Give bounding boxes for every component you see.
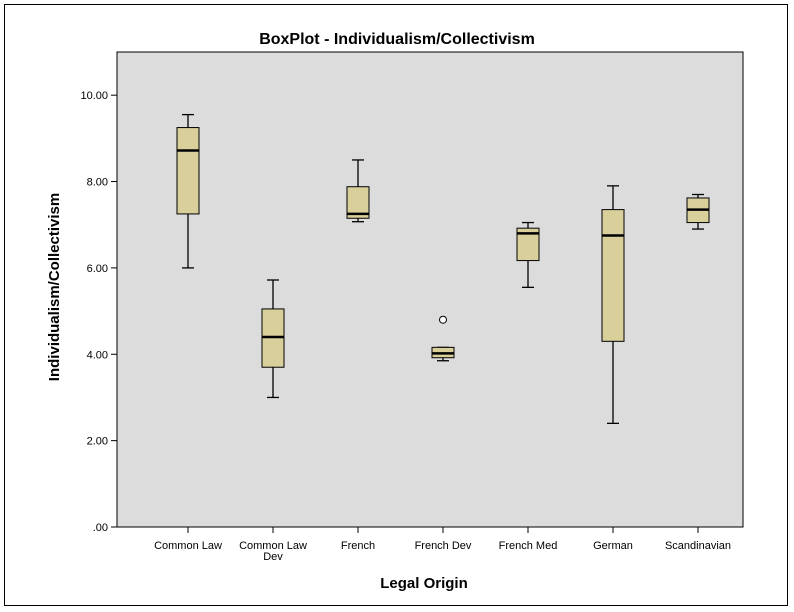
- y-tick-label: .00: [93, 522, 108, 534]
- box-german: [601, 185, 625, 425]
- x-tick-label: Scandinavian: [665, 540, 731, 552]
- x-axis: Common Law Common Law Dev French French Dev F…: [154, 527, 731, 563]
- box-scandinavian: [686, 193, 710, 230]
- y-tick-label: 10.00: [80, 90, 108, 102]
- box-common-law-dev: [261, 279, 285, 399]
- y-tick-label: 2.00: [87, 436, 108, 448]
- box-common-law: [176, 113, 200, 269]
- chart-title: BoxPlot - Individualism/Collectivism: [259, 31, 535, 48]
- iqr-box: [601, 209, 625, 342]
- box-french-dev: [431, 315, 455, 362]
- y-tick-label: 6.00: [87, 263, 108, 275]
- y-tick-label: 8.00: [87, 177, 108, 189]
- x-tick-label: French Dev: [415, 540, 472, 552]
- x-tick-label: German: [593, 540, 633, 552]
- y-axis: .00 2.00 4.00 6.00 8.00 10.00: [80, 90, 117, 534]
- box-french-med: [516, 221, 540, 288]
- plot-area: [116, 51, 744, 528]
- y-axis-title: Individualism/Collectivism: [46, 193, 63, 381]
- x-tick-label: French: [341, 540, 375, 552]
- boxes: [176, 113, 710, 425]
- outlier-point: [439, 315, 447, 324]
- x-axis-title: Legal Origin: [380, 575, 468, 592]
- x-tick-label: Common Law: [154, 540, 222, 552]
- x-tick-label: French Med: [499, 540, 558, 552]
- iqr-box: [516, 227, 540, 262]
- x-tick-label: Common Law Dev: [239, 540, 307, 563]
- iqr-box: [176, 127, 200, 215]
- iqr-box: [346, 186, 370, 219]
- y-tick-label: 4.00: [87, 349, 108, 361]
- box-french: [346, 159, 370, 223]
